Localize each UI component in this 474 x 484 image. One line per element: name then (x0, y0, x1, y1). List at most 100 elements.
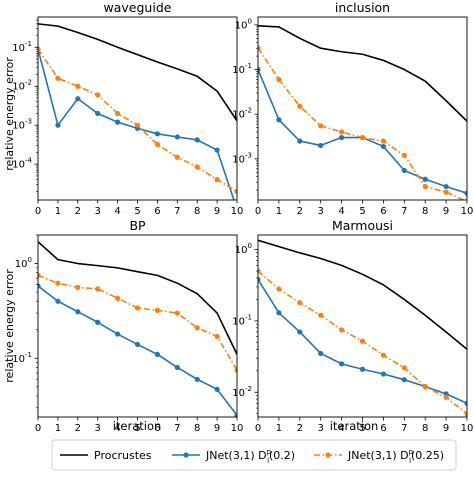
plot-frame (37, 16, 238, 201)
y-tick-label: 10-1 (232, 62, 252, 76)
x-tick-label: 0 (35, 423, 41, 434)
y-tick-label: 10-2 (232, 107, 252, 121)
data-point-jnet-02 (95, 319, 101, 325)
data-point-jnet-02 (55, 298, 61, 304)
x-tick-label: 10 (231, 423, 244, 434)
series-line-jnet-025 (258, 47, 466, 200)
data-point-jnet-025 (174, 310, 180, 316)
data-point-jnet-02 (464, 190, 467, 196)
x-tick-label: 10 (231, 206, 244, 217)
data-point-jnet-025 (422, 183, 428, 190)
x-tick-label: 9 (443, 206, 449, 217)
data-point-jnet-025 (154, 307, 160, 314)
data-point-jnet-025 (75, 83, 81, 89)
data-point-jnet-025 (55, 280, 61, 286)
data-point-jnet-02 (55, 122, 61, 128)
y-tick-label: 10-2 (12, 79, 32, 93)
x-tick-label: 9 (443, 423, 449, 434)
plot-frame (257, 234, 468, 418)
panel-inclusion: inclusion 0 1 2 3 4 5 6 7 8 9 10 10-3 10-2 10-1 100 (232, 0, 473, 217)
data-point-jnet-02 (276, 310, 282, 316)
y-tick-label: 100 (235, 17, 252, 31)
legend: Procrustes JNet(3,1) Dp l(0.2) JNet(3,1) Dp… (51, 439, 457, 471)
panel-bp: BP 0 1 2 3 4 5 6 7 8 9 10 10-1 100 (12, 218, 243, 434)
y-tick-label: 10-1 (12, 351, 32, 365)
x-tick-label: 1 (276, 423, 282, 434)
x-tick-label: 0 (255, 423, 261, 434)
x-tick-label: 7 (401, 423, 407, 434)
x-tick-label: 2 (75, 423, 81, 434)
legend-box (51, 439, 457, 471)
data-point-jnet-025 (95, 286, 101, 292)
data-point-jnet-025 (234, 367, 237, 373)
data-point-jnet-02 (318, 350, 324, 357)
data-point-jnet-025 (258, 45, 261, 51)
x-tick-label: 6 (380, 423, 386, 434)
data-point-jnet-02 (443, 183, 449, 190)
x-tick-label: 5 (359, 206, 365, 217)
data-point-jnet-02 (75, 309, 81, 315)
data-point-jnet-025 (422, 384, 428, 390)
legend-marker-jnet-02 (183, 452, 189, 458)
panel-title: Marmousi (332, 218, 393, 233)
data-point-jnet-025 (38, 46, 41, 52)
x-tick-label: 5 (359, 423, 365, 434)
data-point-jnet-02 (339, 361, 345, 367)
data-point-jnet-025 (174, 154, 180, 160)
x-tick-label: 8 (422, 206, 428, 217)
data-point-jnet-025 (318, 312, 324, 318)
data-point-jnet-025 (276, 286, 282, 292)
x-tick-label: 3 (95, 206, 101, 217)
legend-label-jnet-02: JNet(3,1) Dp l(0.2) (205, 448, 295, 465)
series-line-jnet-02 (258, 69, 467, 195)
data-point-jnet-02 (297, 138, 303, 144)
x-tick-label: 5 (134, 206, 140, 217)
data-point-jnet-02 (214, 147, 220, 153)
data-point-jnet-02 (95, 110, 101, 117)
x-tick-label: 7 (401, 206, 407, 217)
x-tick-label: 4 (114, 423, 120, 434)
x-tick-label: 5 (134, 423, 140, 434)
data-point-jnet-02 (194, 137, 200, 143)
data-point-jnet-025 (214, 333, 220, 340)
x-tick-label: 6 (380, 206, 386, 217)
y-tick-label: 100 (15, 256, 32, 270)
x-tick-label: 0 (35, 206, 41, 217)
x-tick-label: 3 (318, 206, 324, 217)
data-point-jnet-025 (55, 75, 61, 81)
data-point-jnet-025 (380, 138, 386, 144)
y-axis-label-top: relative energy error (3, 57, 16, 171)
data-point-jnet-025 (38, 272, 41, 278)
x-tick-label: 3 (318, 423, 324, 434)
x-tick-label: 2 (75, 206, 81, 217)
data-point-jnet-025 (194, 325, 200, 331)
x-tick-label: 10 (461, 206, 474, 217)
data-point-jnet-02 (154, 351, 160, 357)
y-tick-label: 100 (235, 242, 252, 256)
data-point-jnet-02 (422, 176, 428, 182)
legend-marker-jnet-025 (325, 452, 331, 458)
x-tick-label: 0 (255, 206, 261, 217)
x-tick-label: 2 (297, 206, 303, 217)
data-point-jnet-025 (401, 152, 407, 158)
x-tick-label: 8 (422, 423, 428, 434)
panel-waveguide: waveguide 0 1 2 3 4 5 6 7 8 9 10 10-4 10-3 10-2 10-1 (12, 0, 243, 217)
data-point-jnet-02 (134, 341, 141, 348)
x-tick-label: 9 (214, 206, 220, 217)
y-tick-label: 10-1 (12, 40, 32, 54)
data-point-jnet-025 (339, 327, 345, 333)
data-point-jnet-02 (297, 329, 303, 335)
y-axis-label-bottom: relative energy error (3, 269, 16, 383)
data-point-jnet-02 (174, 134, 180, 140)
data-point-jnet-02 (464, 400, 467, 406)
x-tick-label: 1 (55, 423, 61, 434)
data-point-jnet-02 (38, 283, 41, 289)
panel-title: waveguide (104, 0, 172, 15)
data-point-jnet-02 (380, 371, 386, 377)
data-point-jnet-02 (174, 364, 180, 371)
data-point-jnet-025 (115, 295, 121, 301)
data-point-jnet-02 (115, 331, 121, 337)
data-point-jnet-025 (359, 338, 366, 344)
data-point-jnet-025 (401, 365, 407, 371)
